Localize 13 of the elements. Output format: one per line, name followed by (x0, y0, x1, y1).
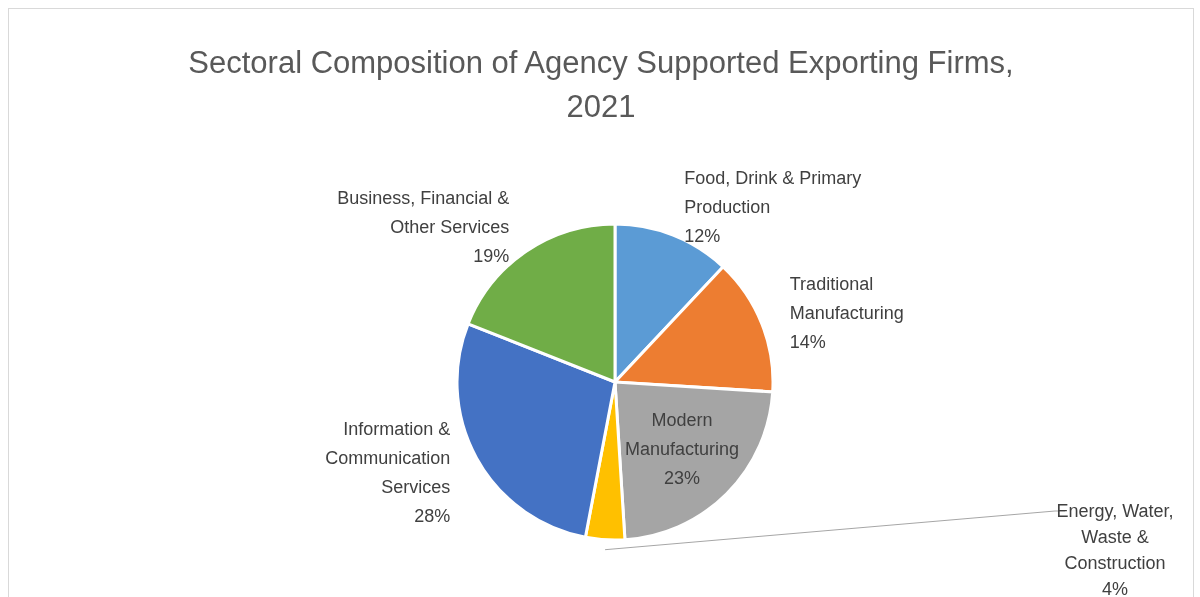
slice-label: Information & Communication Services (325, 419, 451, 498)
data-label: 19% (473, 245, 510, 266)
slice-label: Business, Financial & Other Services (337, 187, 510, 237)
data-label: 28% (414, 506, 451, 527)
slice-label: Modern Manufacturing (624, 410, 740, 460)
slice-label: Energy, Water, Waste & Construction (1056, 501, 1174, 573)
data-label: 12% (684, 226, 721, 247)
slice-label: Traditional Manufacturing (789, 273, 904, 323)
data-label: 14% (789, 331, 826, 352)
slice-label: Food, Drink & Primary Production (684, 168, 862, 218)
chart-title: Sectoral Composition of Agency Supported Exporting Firms, 2021 (187, 44, 1015, 126)
data-label: 23% (664, 468, 701, 489)
data-label: 4% (1101, 579, 1129, 597)
